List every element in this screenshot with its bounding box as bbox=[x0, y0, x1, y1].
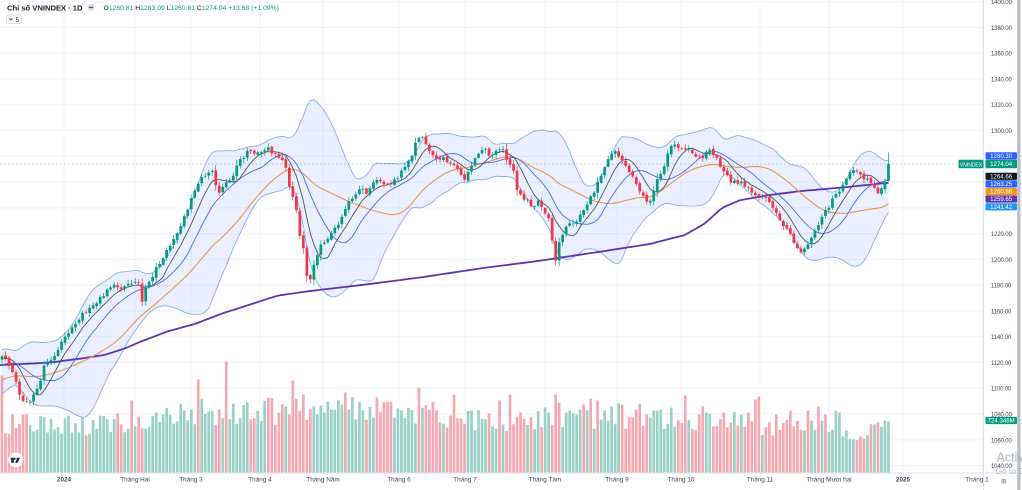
svg-text:VNINDEX: VNINDEX bbox=[960, 162, 983, 168]
svg-text:1400.00: 1400.00 bbox=[991, 0, 1012, 6]
svg-text:Go to Se: Go to Se bbox=[996, 466, 1022, 476]
svg-text:Tháng Năm: Tháng Năm bbox=[306, 477, 339, 484]
svg-text:Tháng 7: Tháng 7 bbox=[453, 477, 477, 484]
svg-text:O1260.81 H1283.09 L1260.81 C12: O1260.81 H1283.09 L1260.81 C1274.04 +13.… bbox=[104, 5, 279, 12]
svg-text:Tháng Tám: Tháng Tám bbox=[529, 477, 562, 484]
svg-text:1200.00: 1200.00 bbox=[991, 258, 1012, 264]
svg-text:Tháng 4: Tháng 4 bbox=[248, 477, 272, 484]
svg-text:1140.00: 1140.00 bbox=[991, 335, 1012, 341]
svg-text:Tháng 6: Tháng 6 bbox=[387, 477, 411, 484]
svg-text:1180.00: 1180.00 bbox=[991, 284, 1012, 290]
svg-text:1241.42: 1241.42 bbox=[990, 204, 1013, 211]
svg-text:Tháng Hai: Tháng Hai bbox=[120, 477, 150, 484]
svg-text:1120.00: 1120.00 bbox=[991, 361, 1012, 367]
svg-text:1263.25: 1263.25 bbox=[990, 181, 1013, 188]
svg-text:2025: 2025 bbox=[896, 477, 911, 484]
svg-text:1060.00: 1060.00 bbox=[991, 438, 1012, 444]
svg-text:1040.00: 1040.00 bbox=[991, 464, 1012, 470]
svg-text:Tháng 11: Tháng 11 bbox=[747, 477, 774, 484]
svg-text:2024: 2024 bbox=[57, 477, 72, 484]
svg-text:1300.00: 1300.00 bbox=[991, 129, 1012, 135]
svg-text:1259.65: 1259.65 bbox=[990, 196, 1013, 203]
svg-text:1080.00: 1080.00 bbox=[991, 413, 1012, 419]
svg-text:Tháng 1: Tháng 1 bbox=[965, 477, 989, 484]
svg-text:1340.00: 1340.00 bbox=[991, 77, 1012, 83]
svg-text:Activate W: Activate W bbox=[997, 451, 1022, 465]
svg-text:1220.00: 1220.00 bbox=[991, 232, 1012, 238]
svg-text:1160.00: 1160.00 bbox=[991, 309, 1012, 315]
svg-text:1360.00: 1360.00 bbox=[991, 52, 1012, 58]
svg-text:Chỉ số VNINDEX · 1D: Chỉ số VNINDEX · 1D bbox=[7, 3, 83, 12]
svg-text:Tháng Mười hai: Tháng Mười hai bbox=[806, 477, 851, 484]
svg-text:1274.04: 1274.04 bbox=[990, 161, 1013, 168]
svg-text:Tháng 9: Tháng 9 bbox=[605, 477, 629, 484]
svg-text:1260.86: 1260.86 bbox=[990, 189, 1013, 196]
svg-text:Tháng 3: Tháng 3 bbox=[179, 477, 203, 484]
svg-text:1320.00: 1320.00 bbox=[991, 103, 1012, 109]
svg-text:1264.66: 1264.66 bbox=[990, 174, 1013, 181]
svg-text:724.346M: 724.346M bbox=[988, 418, 1015, 425]
svg-text:Tháng 10: Tháng 10 bbox=[667, 477, 694, 484]
svg-text:1380.00: 1380.00 bbox=[991, 26, 1012, 32]
svg-text:5: 5 bbox=[16, 17, 20, 24]
svg-text:1280.30: 1280.30 bbox=[990, 153, 1013, 160]
svg-text:1100.00: 1100.00 bbox=[991, 387, 1012, 393]
